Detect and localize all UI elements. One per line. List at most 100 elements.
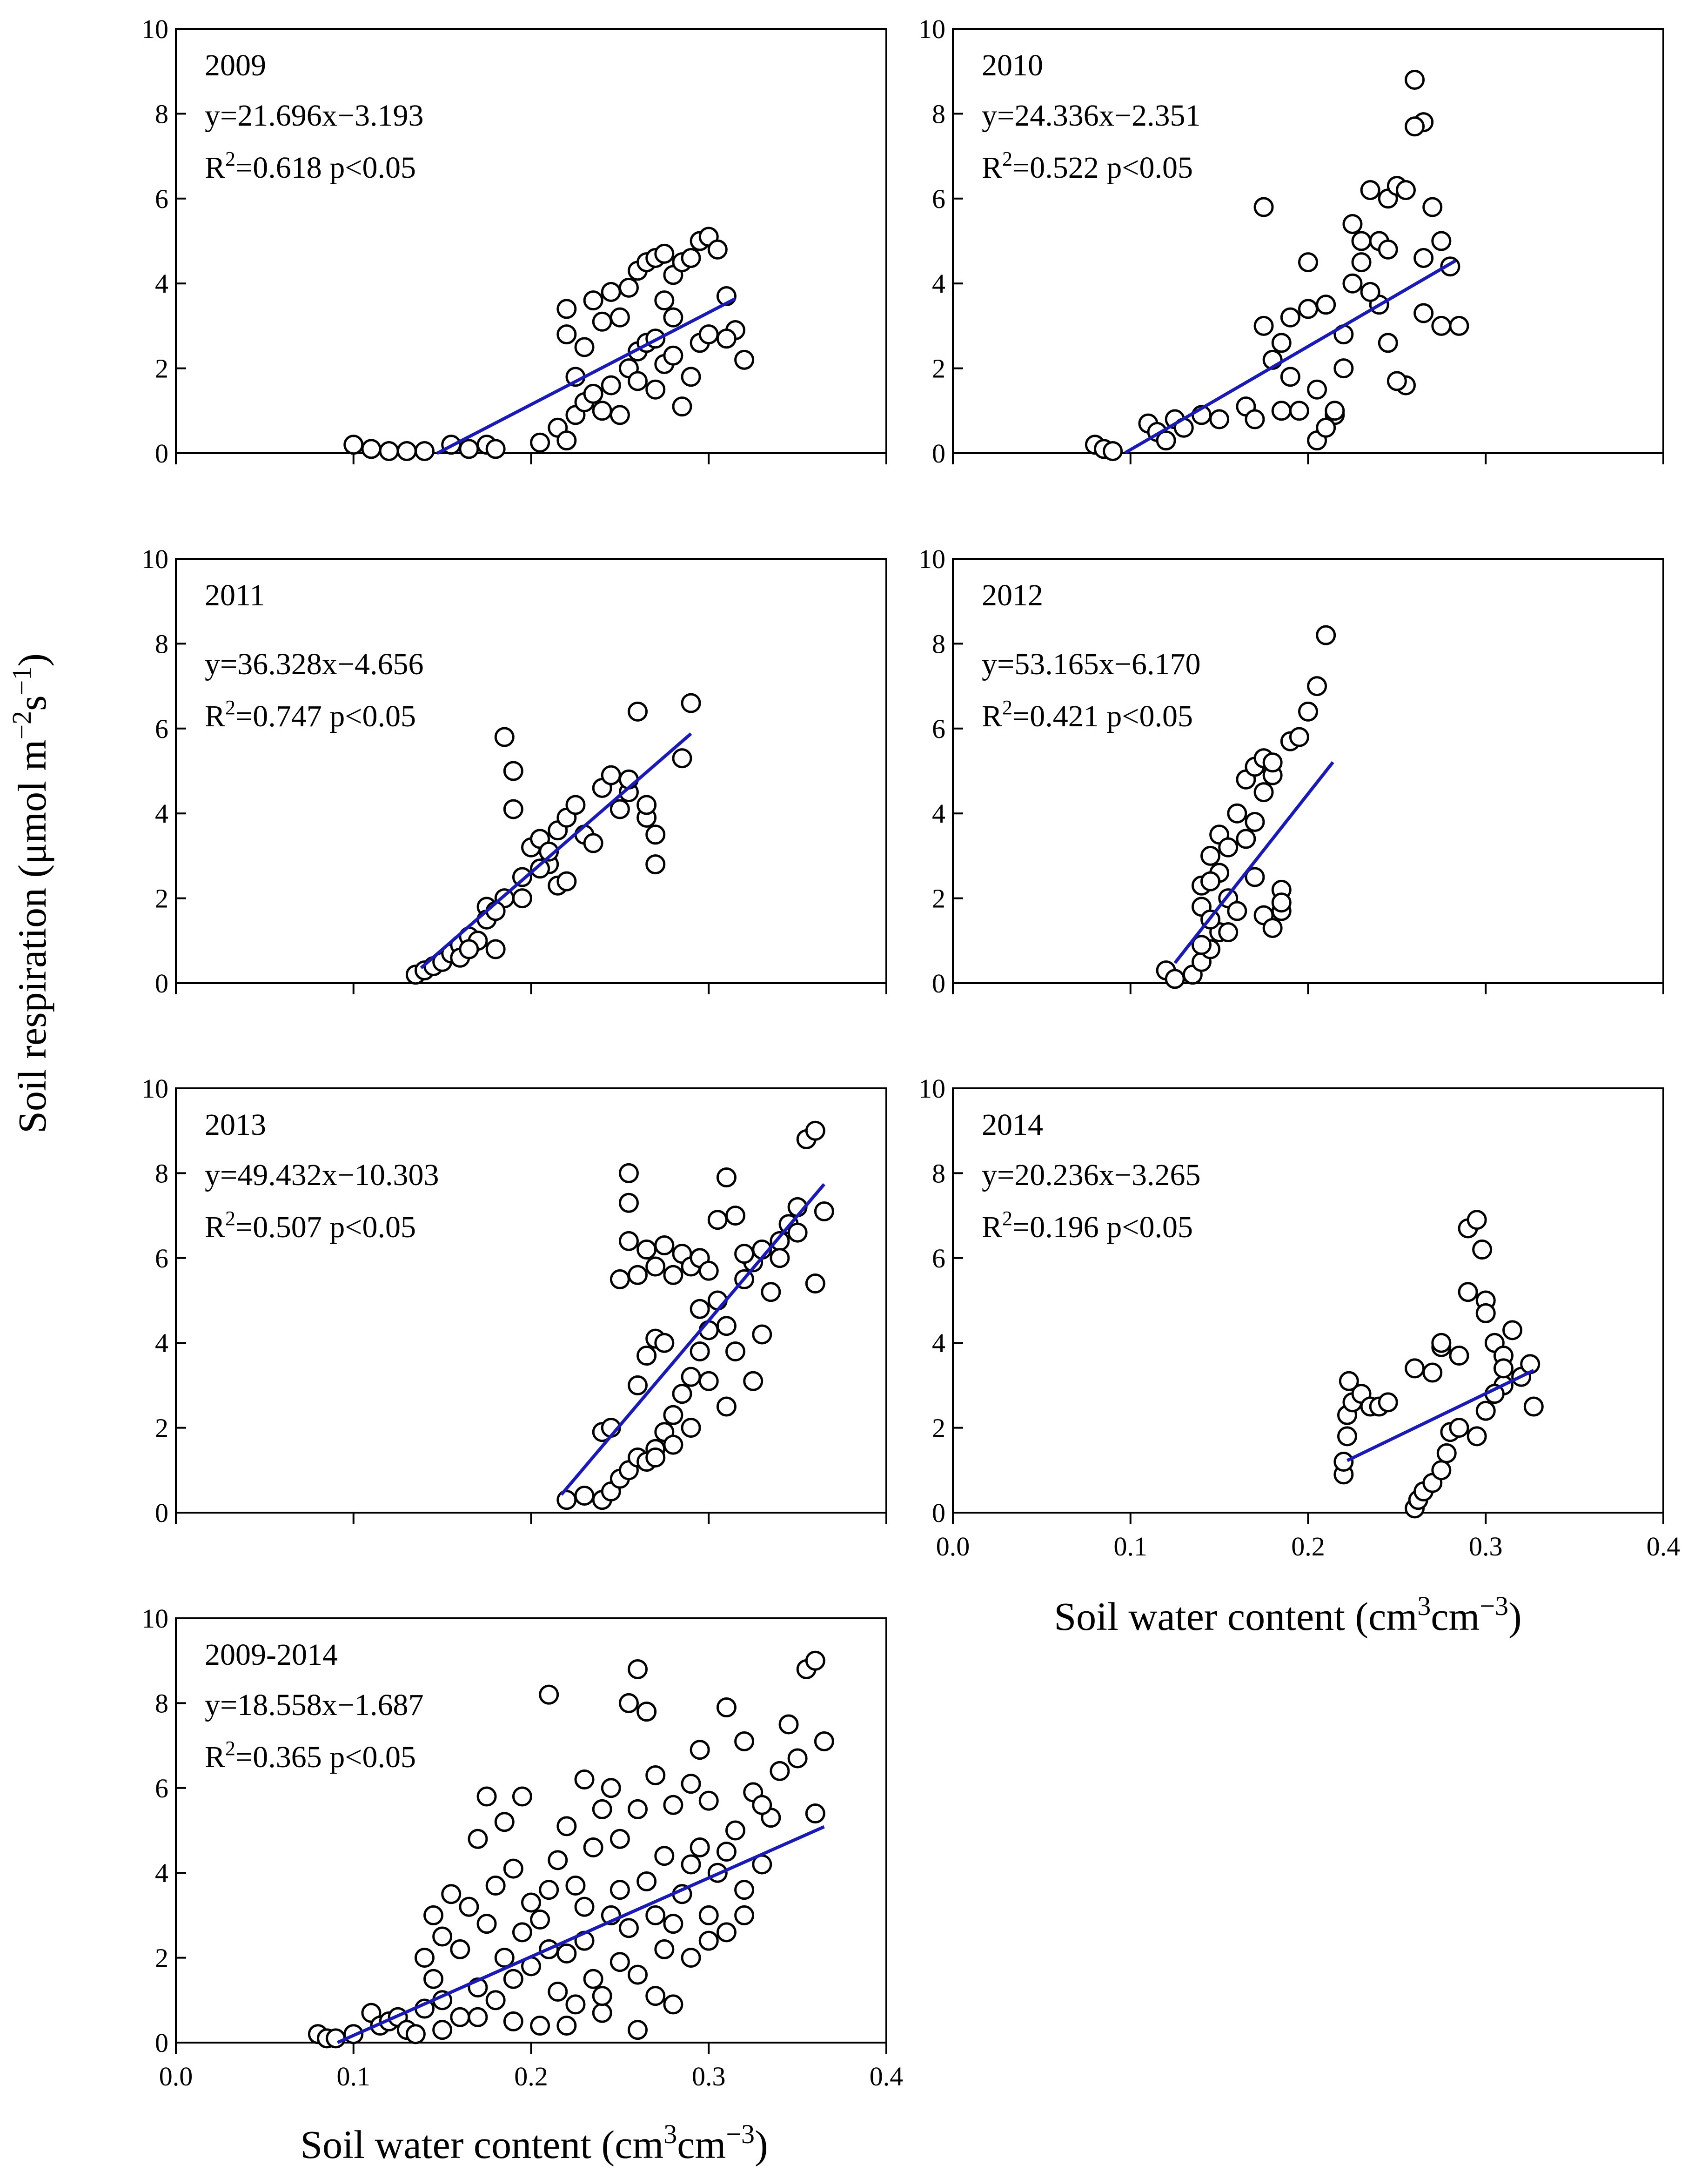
data-point xyxy=(645,854,666,875)
x-tick-label: 0.3 xyxy=(1469,1531,1503,1561)
y-tick-label: 4 xyxy=(932,1328,945,1358)
data-point xyxy=(681,1774,701,1794)
data-point xyxy=(530,858,550,879)
data-point xyxy=(1378,1392,1398,1413)
data-point xyxy=(610,1269,630,1289)
x-tick-label: 0.3 xyxy=(692,2061,726,2091)
regression-equation: y=53.165x−6.170 xyxy=(982,647,1200,681)
data-point xyxy=(645,1765,666,1785)
data-point xyxy=(396,441,417,461)
data-point xyxy=(361,439,382,459)
data-point xyxy=(1200,871,1221,891)
data-point xyxy=(1316,295,1336,315)
y-tick-label: 4 xyxy=(155,1858,168,1888)
data-point xyxy=(716,1316,737,1336)
data-point xyxy=(707,239,728,260)
y-tick-label: 10 xyxy=(141,544,168,574)
data-point xyxy=(636,1240,657,1260)
data-point xyxy=(1493,1358,1514,1379)
data-point xyxy=(618,1693,639,1713)
regression-line xyxy=(560,1183,826,1496)
y-tick-label: 6 xyxy=(155,1243,168,1273)
data-point xyxy=(672,396,692,417)
data-point xyxy=(690,1341,710,1361)
data-point xyxy=(1405,116,1425,137)
data-point xyxy=(521,1892,541,1913)
r-squared-label: R2=0.507 p<0.05 xyxy=(205,1207,416,1244)
data-point xyxy=(1386,371,1407,391)
data-point xyxy=(716,1842,737,1862)
data-point xyxy=(565,1876,586,1896)
data-point xyxy=(1449,315,1469,336)
data-point xyxy=(698,1930,719,1951)
data-point xyxy=(698,1260,719,1281)
regression-line xyxy=(420,732,692,970)
data-point xyxy=(1472,1240,1493,1260)
data-point xyxy=(601,281,621,302)
data-point xyxy=(530,432,550,453)
data-point xyxy=(1449,1418,1469,1438)
data-point xyxy=(805,1120,825,1141)
data-point xyxy=(1431,315,1452,336)
data-point xyxy=(601,375,621,395)
plot-frame xyxy=(952,1087,1664,1514)
y-tick-label: 4 xyxy=(155,798,168,829)
panel-2010: 0 2 4 6 8 10 2010 y=24.336x−2.351 R2=0.522 p<0.0… xyxy=(918,14,1664,469)
y-tick-label: 0 xyxy=(932,1498,945,1528)
data-point xyxy=(663,1405,683,1425)
data-point xyxy=(530,2016,550,2036)
data-point xyxy=(601,1778,621,1798)
data-point xyxy=(539,1880,559,1900)
panel-2011: 0 2 4 6 8 10 2011 y=36.328x−4.656 R2=0.747 p<0.0… xyxy=(141,544,887,999)
data-point xyxy=(1271,892,1292,913)
data-point xyxy=(494,1948,515,1968)
data-point xyxy=(556,871,577,891)
data-point xyxy=(423,1969,444,1989)
data-point xyxy=(1271,401,1292,421)
data-point xyxy=(628,1799,648,1819)
r-squared-label: R2=0.421 p<0.05 xyxy=(982,696,1193,733)
y-tick-label: 0 xyxy=(155,1498,168,1528)
data-point xyxy=(663,1994,683,2015)
data-point xyxy=(805,1273,825,1294)
data-point xyxy=(1339,1371,1359,1391)
x-tick-label: 0.0 xyxy=(159,2061,193,2091)
data-point xyxy=(539,1684,559,1705)
y-tick-label: 2 xyxy=(155,354,168,384)
data-point xyxy=(1236,829,1256,849)
data-point xyxy=(556,1816,577,1836)
data-point xyxy=(610,1952,630,1972)
x-tick-label: 0.2 xyxy=(1291,1531,1325,1561)
data-point xyxy=(459,1897,479,1917)
data-point xyxy=(583,1969,603,1989)
data-point xyxy=(1431,1460,1452,1481)
data-point xyxy=(1262,752,1283,773)
data-point xyxy=(787,1222,808,1243)
data-point xyxy=(1395,180,1416,201)
data-point xyxy=(1271,333,1292,353)
data-point xyxy=(636,795,657,815)
r-squared-label: R2=0.618 p<0.05 xyxy=(205,147,416,185)
data-point xyxy=(628,1659,648,1679)
data-point xyxy=(734,1905,755,1925)
data-point xyxy=(654,1235,675,1255)
data-point xyxy=(1298,299,1318,319)
data-point xyxy=(574,1769,595,1790)
y-tick-label: 6 xyxy=(932,184,945,214)
data-point xyxy=(672,1384,692,1404)
data-point xyxy=(1245,811,1265,832)
data-point xyxy=(1253,782,1274,803)
data-point xyxy=(548,1850,568,1870)
data-point xyxy=(618,1918,639,1938)
data-point xyxy=(565,1994,586,2015)
data-point xyxy=(592,2003,612,2023)
data-point xyxy=(1245,867,1265,887)
data-point xyxy=(476,1786,497,1807)
data-point xyxy=(610,405,630,425)
data-point xyxy=(636,1871,657,1891)
y-tick-label: 0 xyxy=(932,968,945,999)
data-point xyxy=(618,1163,639,1183)
data-point xyxy=(503,799,523,819)
data-point xyxy=(681,1418,701,1438)
data-point xyxy=(1405,1358,1425,1379)
